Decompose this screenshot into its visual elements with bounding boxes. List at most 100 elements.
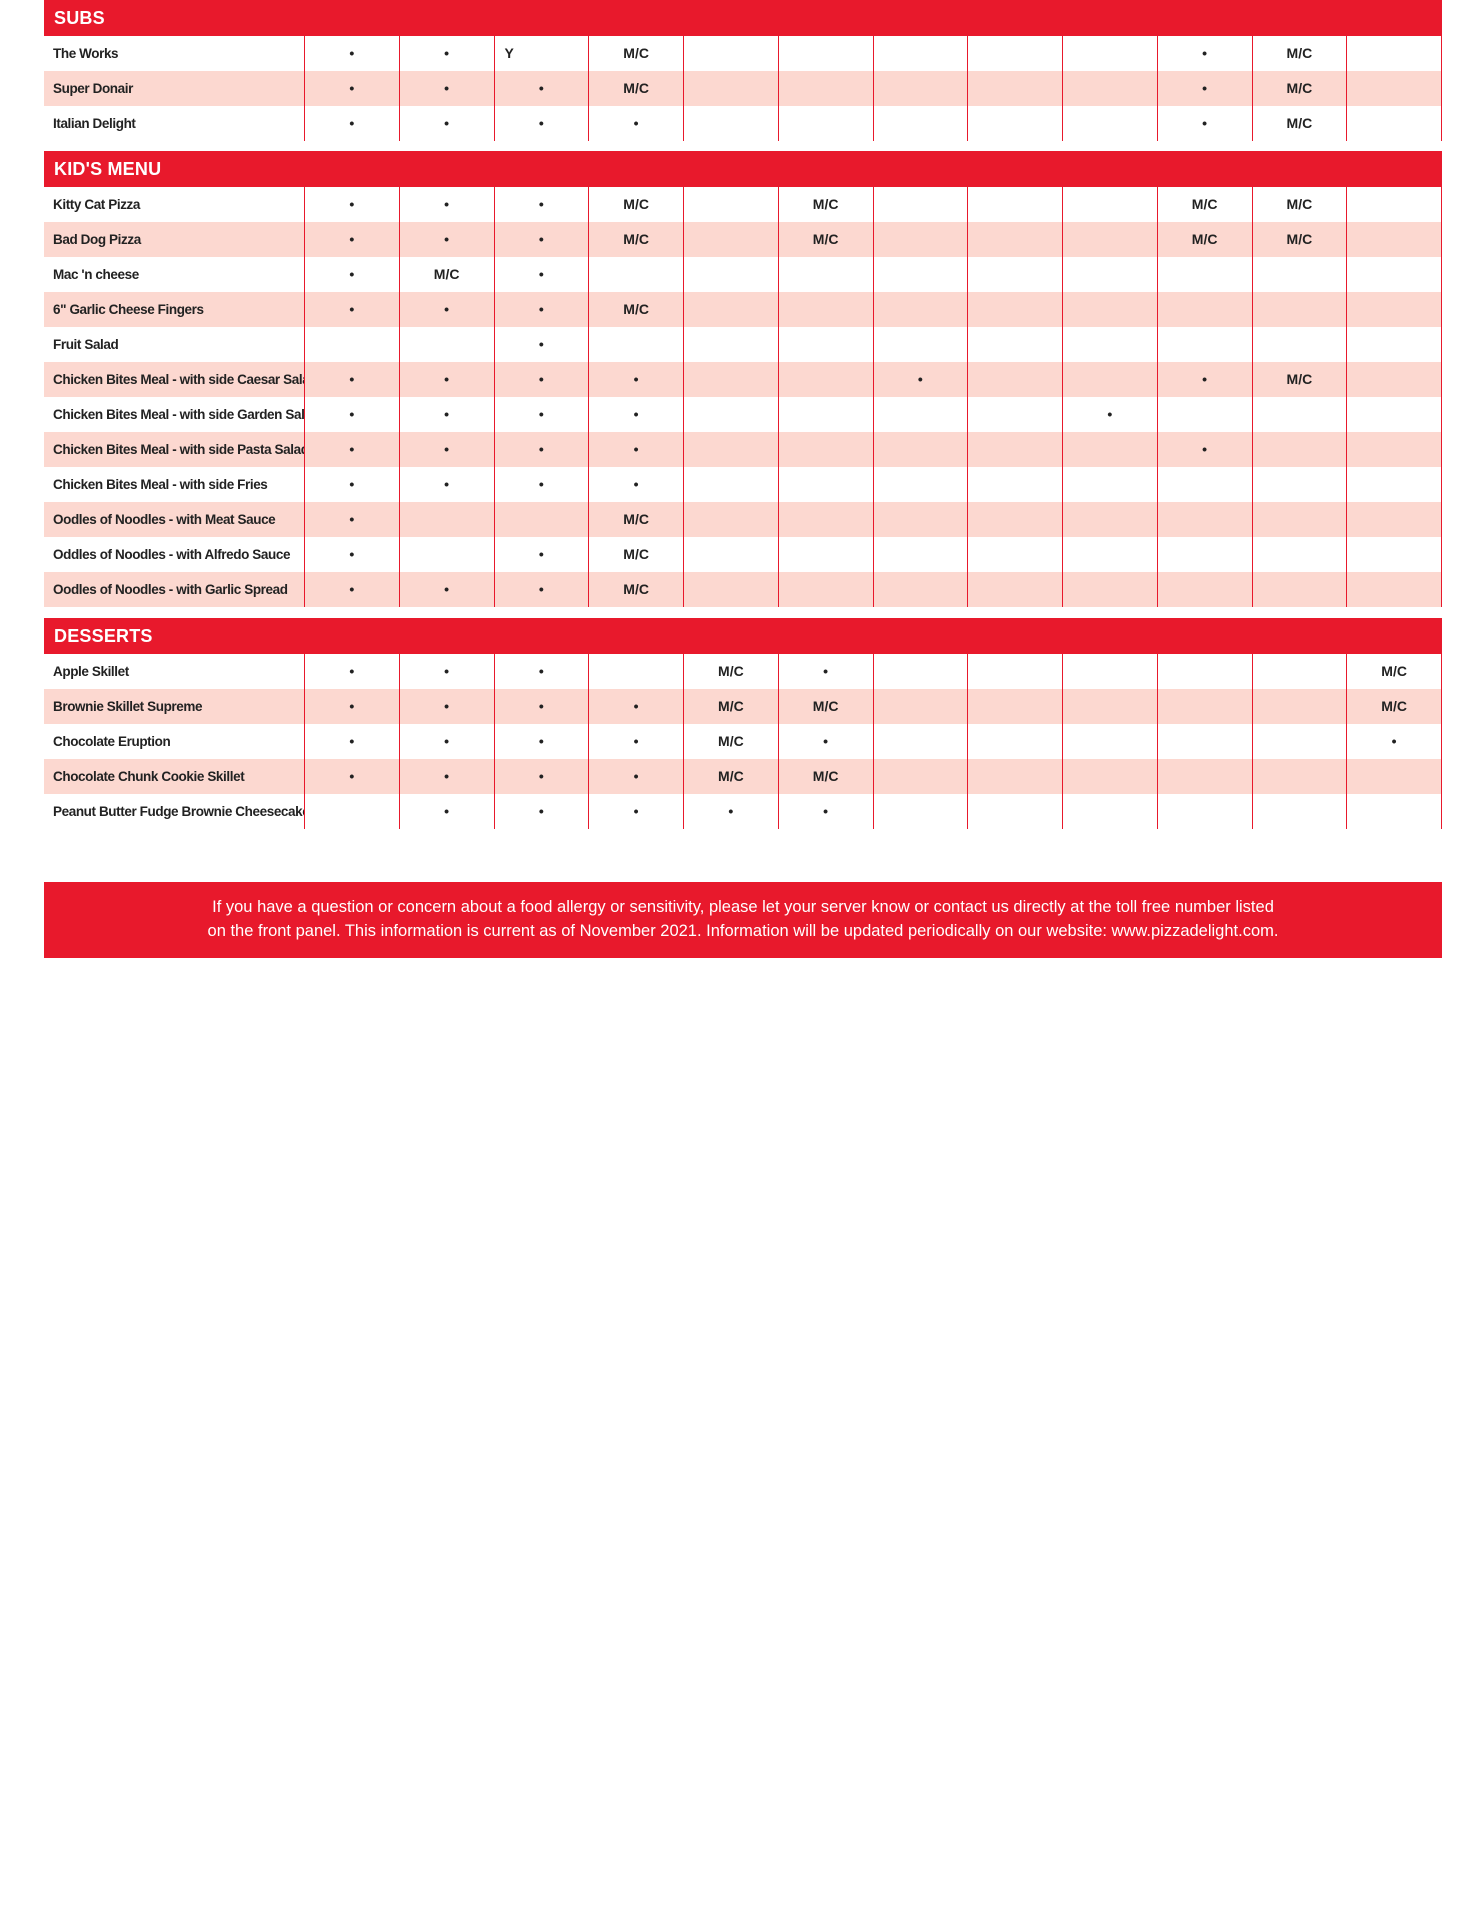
menu-item-name: Oodles of Noodles - with Meat Sauce — [44, 502, 305, 537]
allergen-cell — [779, 397, 874, 432]
table-row: Apple Skillet • • • M/C • M/C — [44, 654, 1442, 689]
table-row: Oddles of Noodles - with Alfredo Sauce • •… — [44, 537, 1442, 572]
allergen-cell — [1063, 502, 1158, 537]
allergen-cell: • — [400, 222, 495, 257]
allergen-cell: • — [305, 467, 400, 502]
allergen-cell: M/C — [1253, 71, 1348, 106]
allergen-cell — [874, 572, 969, 607]
allergen-cell — [968, 759, 1063, 794]
allergen-cell: • — [684, 794, 779, 829]
allergen-cell — [1347, 572, 1442, 607]
menu-item-name: Oodles of Noodles - with Garlic Spread — [44, 572, 305, 607]
allergen-cell — [968, 71, 1063, 106]
menu-item-name: Chocolate Chunk Cookie Skillet — [44, 759, 305, 794]
allergen-cell: • — [874, 362, 969, 397]
allergen-cell — [874, 759, 969, 794]
allergen-cell: M/C — [589, 572, 684, 607]
allergen-cell — [1158, 397, 1253, 432]
allergen-cell: • — [400, 292, 495, 327]
allergen-cell — [1158, 689, 1253, 724]
menu-item-name: Fruit Salad — [44, 327, 305, 362]
allergen-cell — [779, 572, 874, 607]
allergen-cell: M/C — [1347, 654, 1442, 689]
allergen-cell — [874, 106, 969, 141]
allergen-cell — [874, 432, 969, 467]
allergen-cell: • — [400, 654, 495, 689]
allergen-cell: M/C — [684, 724, 779, 759]
allergen-cell — [684, 187, 779, 222]
allergen-cell — [1063, 654, 1158, 689]
allergen-cell — [779, 362, 874, 397]
allergen-cell: • — [400, 432, 495, 467]
disclaimer-line-2: on the front panel. This information is … — [207, 922, 1279, 940]
allergen-cell — [1158, 794, 1253, 829]
allergen-cell: • — [1158, 106, 1253, 141]
allergen-cell: • — [305, 724, 400, 759]
allergen-cell — [1253, 432, 1348, 467]
allergen-cell: • — [400, 724, 495, 759]
allergen-cell: M/C — [684, 689, 779, 724]
allergen-cell — [1253, 397, 1348, 432]
table-row: Chicken Bites Meal - with side Caesar Sa… — [44, 362, 1442, 397]
allergen-cell: • — [589, 106, 684, 141]
allergen-cell — [589, 327, 684, 362]
allergen-cell: • — [495, 106, 590, 141]
allergen-cell — [1253, 794, 1348, 829]
allergen-cell — [1063, 257, 1158, 292]
table-row: Super Donair • • • M/C • M/C — [44, 71, 1442, 106]
allergen-cell — [1158, 292, 1253, 327]
allergen-cell — [779, 502, 874, 537]
allergen-cell: • — [779, 654, 874, 689]
allergen-cell — [874, 397, 969, 432]
disclaimer-line-1: If you have a question or concern about … — [212, 898, 1274, 916]
allergen-cell — [779, 106, 874, 141]
allergen-cell — [968, 397, 1063, 432]
allergen-cell — [1063, 759, 1158, 794]
allergen-cell: M/C — [779, 689, 874, 724]
allergen-cell — [1347, 537, 1442, 572]
table-row: Bad Dog Pizza • • • M/C M/C M/C M/C — [44, 222, 1442, 257]
allergen-cell — [779, 467, 874, 502]
allergen-cell — [1063, 537, 1158, 572]
allergen-cell: • — [495, 654, 590, 689]
allergen-cell — [1253, 502, 1348, 537]
allergen-cell — [874, 222, 969, 257]
allergen-cell — [1063, 572, 1158, 607]
menu-item-name: Apple Skillet — [44, 654, 305, 689]
allergen-cell: • — [305, 362, 400, 397]
allergen-cell: • — [305, 222, 400, 257]
allergen-cell: M/C — [589, 292, 684, 327]
allergen-cell — [400, 502, 495, 537]
allergen-cell — [779, 36, 874, 71]
table-row: Chocolate Chunk Cookie Skillet • • • • M/C M/C — [44, 759, 1442, 794]
allergen-cell — [874, 327, 969, 362]
allergen-cell: M/C — [589, 71, 684, 106]
allergen-cell: • — [305, 292, 400, 327]
allergen-cell — [1253, 654, 1348, 689]
allergen-cell — [1347, 257, 1442, 292]
table-row: Peanut Butter Fudge Brownie Cheesecake • •… — [44, 794, 1442, 829]
allergen-cell — [1347, 467, 1442, 502]
menu-item-name: Mac 'n cheese — [44, 257, 305, 292]
allergen-cell: • — [779, 724, 874, 759]
allergen-cell — [1253, 689, 1348, 724]
allergen-cell — [400, 537, 495, 572]
allergen-cell: • — [305, 689, 400, 724]
allergen-cell — [779, 327, 874, 362]
allergen-cell: • — [495, 397, 590, 432]
menu-item-name: Chicken Bites Meal - with side Fries — [44, 467, 305, 502]
allergen-cell: • — [589, 759, 684, 794]
allergen-cell: • — [495, 292, 590, 327]
allergen-cell: • — [305, 654, 400, 689]
allergen-cell — [684, 36, 779, 71]
allergen-cell — [779, 537, 874, 572]
allergen-cell: • — [589, 397, 684, 432]
allergen-cell: M/C — [589, 537, 684, 572]
allergen-cell — [874, 71, 969, 106]
allergen-cell — [1347, 327, 1442, 362]
allergen-cell — [968, 537, 1063, 572]
allergen-cell — [968, 36, 1063, 71]
allergen-cell: • — [400, 794, 495, 829]
allergen-cell — [874, 36, 969, 71]
allergen-cell: • — [495, 724, 590, 759]
